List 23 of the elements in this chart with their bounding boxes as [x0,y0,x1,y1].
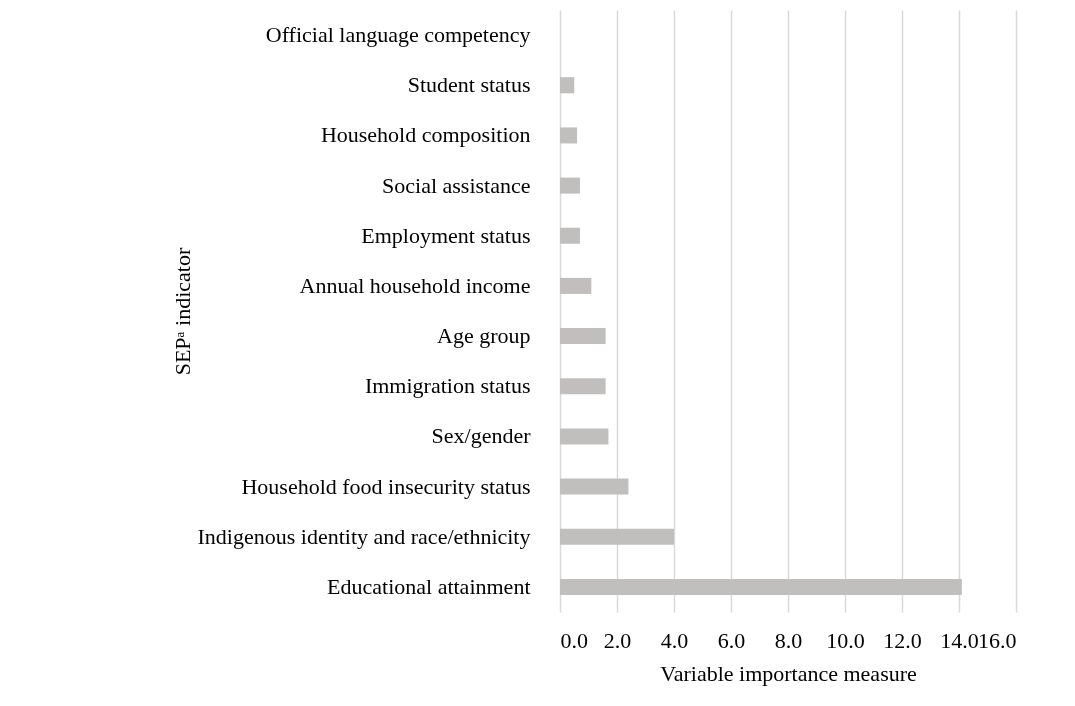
x-tick-label: 4.0 [660,627,689,653]
x-tick-label: 10.0 [826,627,865,653]
x-tick-label: 6.0 [717,627,746,653]
x-axis-title: Variable importance measure [660,660,917,686]
x-tick-label: 8.0 [774,627,803,653]
y-tick-label: Age group [437,323,531,349]
y-axis-title: SEPᵃ indicator [169,247,195,376]
y-tick-label: Immigration status [364,373,531,399]
y-tick-label: Official language competency [265,22,531,48]
x-tick-label: 12.0 [883,627,922,653]
x-tick-label: 2.0 [603,627,632,653]
y-tick-label: Educational attainment [327,573,531,599]
y-tick-label: Household food insecurity status [241,473,531,499]
y-tick-label: Employment status [361,222,531,248]
x-tick-label: 16.0 [978,627,1017,653]
y-tick-label: Student status [407,72,531,98]
x-tick-label: 0.0 [560,627,588,653]
x-tick-label: 14.0 [940,627,979,653]
y-tick-label: Social assistance [382,172,531,198]
y-tick-label: Sex/gender [431,423,532,449]
y-tick-label: Household composition [320,122,531,148]
y-tick-label: Annual household income [299,272,531,298]
y-tick-label: Indigenous identity and race/ethnicity [197,523,531,549]
